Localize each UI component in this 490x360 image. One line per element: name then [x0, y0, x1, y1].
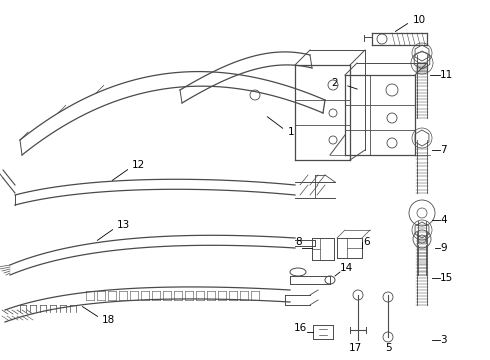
Text: 1: 1 — [288, 127, 294, 137]
Text: 5: 5 — [385, 343, 392, 353]
Text: 14: 14 — [340, 263, 353, 273]
Text: 6: 6 — [363, 237, 369, 247]
Text: 13: 13 — [117, 220, 130, 230]
Text: 4: 4 — [440, 215, 446, 225]
Text: 15: 15 — [440, 273, 453, 283]
Text: 18: 18 — [102, 315, 115, 325]
Text: 9: 9 — [440, 243, 446, 253]
Text: 12: 12 — [132, 160, 145, 170]
Text: 2: 2 — [331, 78, 338, 88]
Text: 3: 3 — [440, 335, 446, 345]
Text: 17: 17 — [348, 343, 362, 353]
Text: 8: 8 — [295, 237, 302, 247]
Text: 11: 11 — [440, 70, 453, 80]
Text: 10: 10 — [413, 15, 426, 25]
Text: 16: 16 — [294, 323, 307, 333]
Text: 7: 7 — [440, 145, 446, 155]
